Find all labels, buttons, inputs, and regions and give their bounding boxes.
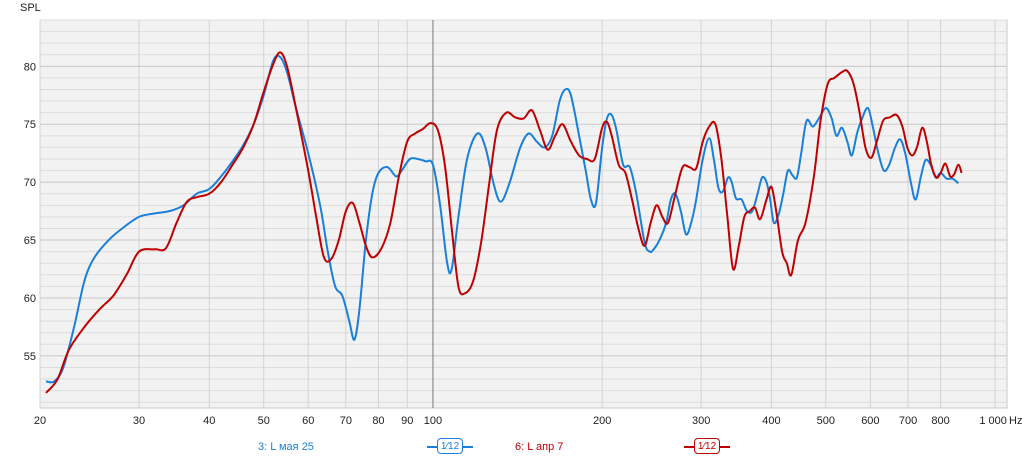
y-tick-label: 75: [24, 119, 36, 131]
x-tick-label: 600: [861, 415, 879, 427]
legend-label-series-2: 6: L апр 7: [515, 441, 564, 453]
series-line-2[interactable]: [45, 51, 963, 394]
x-tick-label: 200: [593, 415, 611, 427]
plot-area: [39, 19, 1008, 409]
legend-item-series-1[interactable]: 3: L мая 25: [258, 437, 314, 457]
y-tick-label: 70: [24, 177, 36, 189]
y-axis-ticks: 55 60 65 70 75 80: [24, 61, 36, 363]
y-tick-label: 55: [24, 351, 36, 363]
legend-item-series-2[interactable]: 6: L апр 7: [515, 437, 563, 457]
x-axis-ticks: 20 30 40 50 60 70 80 90 100 200 300 400 500 600 700 800…: [34, 415, 1007, 427]
x-tick-label: 80: [372, 415, 384, 427]
x-tick-label: 40: [203, 415, 215, 427]
x-tick-label: 300: [692, 415, 710, 427]
x-tick-label: 700: [899, 415, 917, 427]
x-tick-label: 70: [340, 415, 352, 427]
smoothing-control-series-1[interactable]: 1⁄12: [427, 438, 473, 456]
smoothing-label-series-2: 1⁄12: [694, 438, 720, 454]
y-tick-label: 60: [24, 293, 36, 305]
x-tick-label: 500: [817, 415, 835, 427]
x-tick-label: 100: [424, 415, 442, 427]
y-tick-label: 80: [24, 61, 36, 73]
smoothing-badge-series-1[interactable]: 1⁄12: [427, 437, 473, 457]
x-tick-label: 90: [401, 415, 413, 427]
x-tick-label: 800: [931, 415, 949, 427]
y-axis-label: SPL: [20, 2, 41, 14]
smoothing-label-series-1: 1⁄12: [437, 438, 463, 454]
x-tick-label: 50: [258, 415, 270, 427]
x-tick-label: 400: [762, 415, 780, 427]
smoothing-control-series-2[interactable]: 1⁄12: [684, 438, 730, 456]
y-tick-label: 65: [24, 235, 36, 247]
x-tick-label: 60: [302, 415, 314, 427]
x-tick-label: 20: [34, 415, 46, 427]
minor-gridlines: [40, 19, 1007, 403]
legend-label-series-1: 3: L мая 25: [258, 441, 314, 453]
series-layer: [45, 51, 963, 394]
x-axis-unit-label: Hz: [1009, 415, 1022, 427]
smoothing-badge-series-2[interactable]: 1⁄12: [684, 437, 730, 457]
x-tick-label: 1 000: [979, 415, 1007, 427]
x-tick-label: 30: [133, 415, 145, 427]
